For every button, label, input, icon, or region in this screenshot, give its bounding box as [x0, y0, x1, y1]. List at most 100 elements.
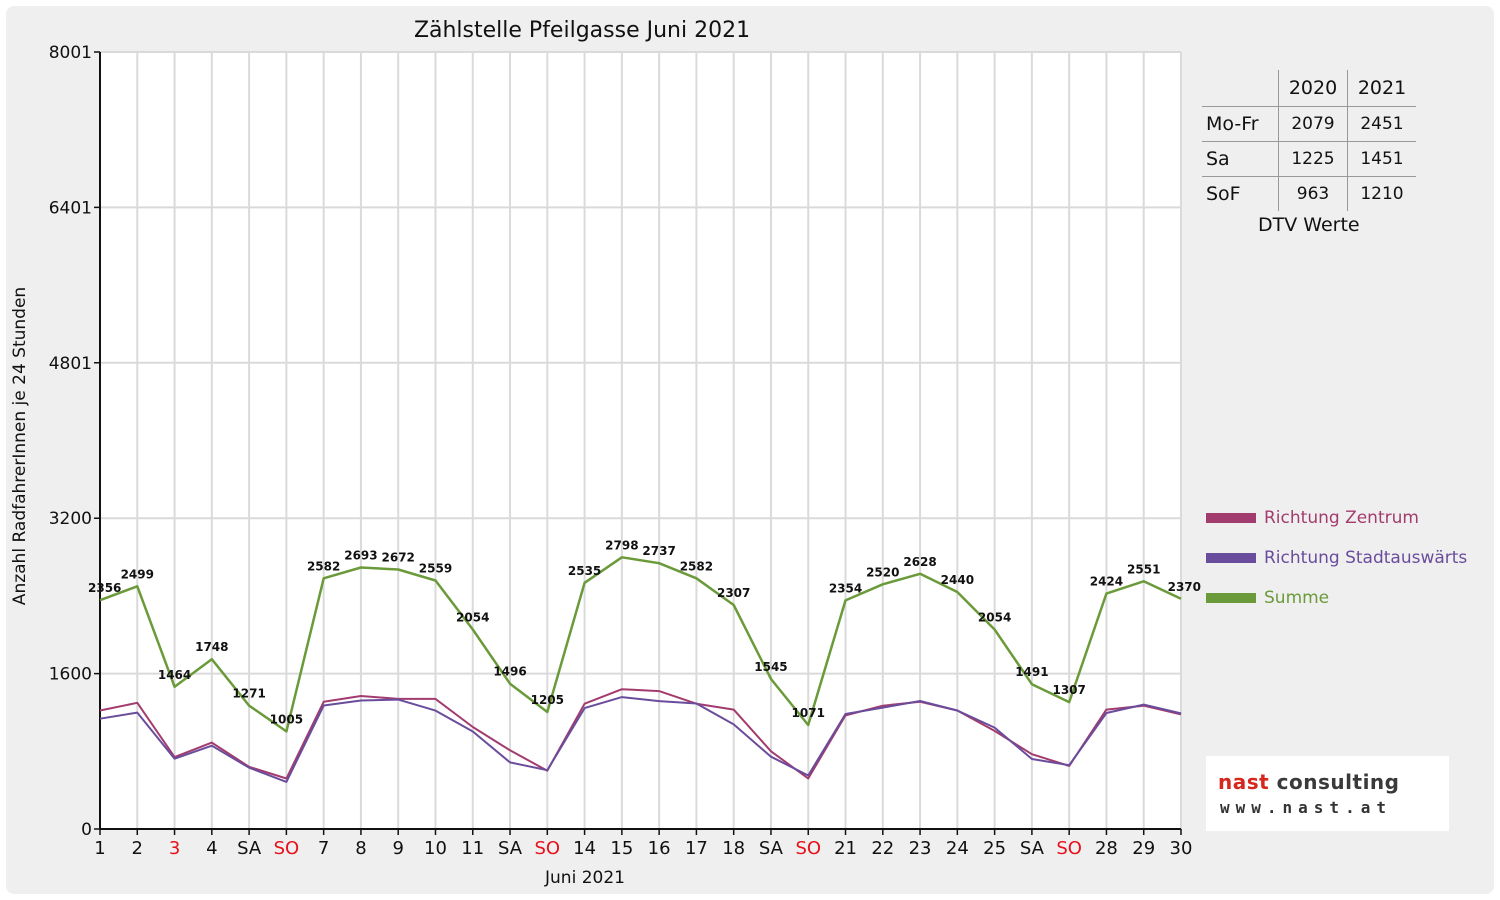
x-tick-label: 14	[573, 838, 596, 859]
data-label: 1464	[158, 668, 191, 682]
x-tick-label: 25	[983, 838, 1006, 859]
legend-swatch	[1206, 553, 1256, 563]
dtv-row-sa: Sa 1225 1451	[1202, 141, 1416, 177]
dtv-caption: DTV Werte	[1258, 214, 1360, 236]
dtv-value: 2079	[1278, 106, 1348, 142]
data-label: 1748	[195, 640, 228, 654]
logo-url: www.nast.at	[1220, 798, 1392, 817]
x-tick-label: 9	[392, 838, 403, 859]
chart-title: Zählstelle Pfeilgasse Juni 2021	[414, 18, 750, 43]
x-tick-label: 24	[946, 838, 969, 859]
legend-label: Richtung Zentrum	[1264, 508, 1419, 528]
legend: Richtung Zentrum Richtung Stadtauswärts …	[1206, 498, 1467, 618]
legend-label: Summe	[1264, 588, 1330, 608]
series	[99, 556, 1182, 783]
dtv-row-label: Sa	[1202, 141, 1279, 177]
series-line-zentrum	[99, 688, 1182, 780]
dtv-table: 2020 2021 Mo-Fr 2079 2451 Sa 1225 1451 S…	[1202, 70, 1416, 211]
data-label: 1545	[754, 660, 787, 674]
legend-swatch	[1206, 593, 1256, 603]
x-tick-label: SA	[237, 838, 262, 859]
logo-word-consulting: consulting	[1276, 770, 1400, 794]
x-tick-label: SA	[498, 838, 523, 859]
x-tick-label: SO	[535, 838, 561, 859]
x-tick-label: 11	[461, 838, 484, 859]
plot-area	[100, 52, 1181, 829]
x-tick-label: 7	[318, 838, 329, 859]
series-line-stadtauswaerts	[99, 696, 1182, 783]
x-tick-label: SA	[1020, 838, 1045, 859]
x-tick-label: 30	[1170, 838, 1193, 859]
dtv-value: 1451	[1347, 141, 1416, 177]
data-label: 2370	[1168, 580, 1201, 594]
nast-consulting-logo: nast consulting www.nast.at	[1206, 756, 1449, 831]
dtv-col-2021: 2021	[1347, 70, 1416, 107]
data-label: 2307	[717, 586, 750, 600]
data-label: 1491	[1015, 665, 1048, 679]
x-tick-label: 1	[94, 838, 105, 859]
x-tick-label: 2	[132, 838, 143, 859]
x-tick-label: SO	[1056, 838, 1082, 859]
data-label: 2499	[121, 567, 154, 581]
y-tick-label: 8001	[49, 43, 92, 63]
x-tick-label: 18	[722, 838, 745, 859]
x-tick-label: SO	[274, 838, 300, 859]
x-tick-label: 16	[648, 838, 671, 859]
x-tick-label: 23	[909, 838, 932, 859]
data-label: 2520	[866, 565, 899, 579]
data-label: 2737	[642, 544, 675, 558]
data-label: 2628	[903, 555, 936, 569]
data-label: 1496	[493, 665, 526, 679]
data-label: 2424	[1090, 575, 1123, 589]
grid	[100, 51, 1182, 829]
y-tick-label: 0	[81, 820, 92, 840]
x-tick-label: 28	[1095, 838, 1118, 859]
data-label: 2672	[382, 551, 415, 565]
legend-item-zentrum: Richtung Zentrum	[1206, 498, 1467, 538]
logo-word-nast: nast	[1218, 770, 1270, 794]
x-axis-label: Juni 2021	[544, 868, 625, 888]
x-tick-label: 29	[1132, 838, 1155, 859]
legend-swatch	[1206, 513, 1256, 523]
x-tick-label: 22	[871, 838, 894, 859]
dtv-col-2020: 2020	[1278, 70, 1348, 107]
data-label: 1071	[792, 706, 825, 720]
y-tick-label: 1600	[49, 665, 92, 685]
dtv-value: 2451	[1347, 106, 1416, 142]
legend-item-stadtauswaerts: Richtung Stadtauswärts	[1206, 538, 1467, 578]
dtv-row-mofr: Mo-Fr 2079 2451	[1202, 106, 1416, 142]
chart-frame: 0 1600 3200 4801 6401 8001 1 2 3 4 SA SO 7 8 9 10 11 SA SO…	[6, 6, 1494, 894]
data-label: 2054	[456, 611, 489, 625]
data-label: 1307	[1052, 683, 1085, 697]
legend-label: Richtung Stadtauswärts	[1264, 548, 1468, 568]
y-tick-label: 3200	[49, 509, 92, 529]
logo-wordmark: nast consulting	[1218, 770, 1399, 794]
x-tick-label: 15	[610, 838, 633, 859]
x-tick-label: 3	[169, 838, 180, 859]
data-label: 2693	[344, 548, 377, 562]
data-label: 2535	[568, 564, 601, 578]
dtv-header-row: 2020 2021	[1202, 70, 1416, 107]
x-tick-label: 4	[206, 838, 217, 859]
x-tick-label: SO	[795, 838, 821, 859]
data-label: 2354	[829, 581, 862, 595]
x-tick-label: 10	[424, 838, 447, 859]
data-label: 1005	[270, 712, 303, 726]
data-label: 2054	[978, 611, 1011, 625]
dtv-row-label: SoF	[1202, 176, 1279, 211]
x-tick-label: 21	[834, 838, 857, 859]
data-label: 2551	[1127, 562, 1160, 576]
y-tick-label: 4801	[49, 354, 92, 374]
series-line-summe	[99, 556, 1182, 733]
dtv-value: 1210	[1347, 176, 1416, 211]
data-label: 2559	[419, 561, 452, 575]
x-tick-label: 17	[685, 838, 708, 859]
data-label: 2440	[941, 573, 974, 587]
y-axis-label: Anzahl RadfahrerInnen je 24 Stunden	[10, 287, 30, 605]
data-label: 2356	[88, 581, 121, 595]
data-label: 2582	[307, 559, 340, 573]
dtv-row-label: Mo-Fr	[1202, 106, 1279, 142]
